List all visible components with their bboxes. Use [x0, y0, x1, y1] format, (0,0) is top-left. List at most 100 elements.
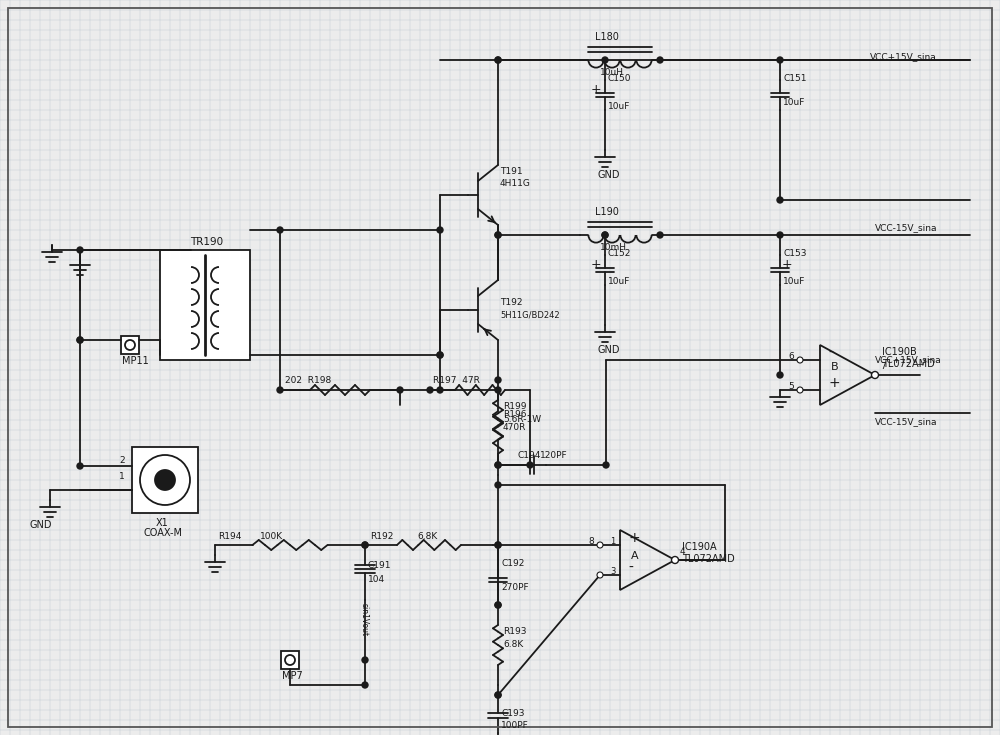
Circle shape [797, 357, 803, 363]
Text: TR190: TR190 [190, 237, 223, 247]
Text: 120PF: 120PF [540, 451, 568, 460]
Text: 100K: 100K [260, 532, 283, 541]
Circle shape [77, 337, 83, 343]
Text: X1: X1 [156, 518, 169, 528]
Circle shape [495, 232, 501, 238]
Circle shape [777, 372, 783, 378]
Text: T191: T191 [500, 167, 523, 176]
Circle shape [603, 462, 609, 468]
Text: 470R: 470R [503, 423, 526, 432]
Text: T192: T192 [500, 298, 522, 307]
Circle shape [277, 227, 283, 233]
Text: +: + [828, 376, 840, 390]
Circle shape [427, 387, 433, 393]
Circle shape [495, 387, 501, 393]
Circle shape [495, 57, 501, 63]
Circle shape [77, 337, 83, 343]
Circle shape [657, 57, 663, 63]
Circle shape [602, 232, 608, 238]
Circle shape [495, 602, 501, 608]
Text: IC190B: IC190B [882, 347, 917, 357]
Text: 6.8K: 6.8K [417, 532, 437, 541]
Text: -: - [628, 561, 633, 575]
Text: 5.6R-1W: 5.6R-1W [503, 415, 541, 424]
Circle shape [437, 352, 443, 358]
Text: 10uF: 10uF [608, 102, 630, 111]
Text: R196: R196 [503, 410, 526, 419]
Circle shape [362, 682, 368, 688]
Circle shape [155, 470, 175, 490]
Text: A: A [631, 551, 639, 561]
Text: IC190A: IC190A [682, 542, 717, 552]
Text: 10uF: 10uF [783, 98, 805, 107]
Text: 202  R198: 202 R198 [285, 376, 331, 385]
Text: TL072AMD: TL072AMD [882, 359, 935, 369]
Text: 10uF: 10uF [783, 277, 805, 286]
Text: R199: R199 [503, 402, 526, 411]
Circle shape [495, 542, 501, 548]
Circle shape [872, 371, 879, 379]
Circle shape [140, 455, 190, 505]
Text: GND: GND [597, 170, 620, 180]
Text: 6.8K: 6.8K [503, 640, 523, 649]
Text: +: + [591, 82, 602, 96]
Circle shape [437, 227, 443, 233]
Text: C194: C194 [518, 451, 541, 460]
Text: 104: 104 [368, 575, 385, 584]
Circle shape [527, 462, 533, 468]
Text: +: + [782, 257, 793, 270]
Bar [121, 336, 139, 354]
Text: C192: C192 [501, 559, 524, 568]
Circle shape [672, 556, 678, 564]
Text: 10mH: 10mH [600, 243, 627, 252]
Circle shape [777, 197, 783, 203]
Circle shape [77, 247, 83, 253]
Text: 5: 5 [788, 381, 794, 390]
Circle shape [495, 542, 501, 548]
Circle shape [285, 655, 295, 665]
Text: 2: 2 [119, 456, 125, 465]
Circle shape [495, 462, 501, 468]
Text: 270PF: 270PF [501, 583, 529, 592]
Circle shape [495, 602, 501, 608]
Circle shape [277, 387, 283, 393]
Text: sin1Vout: sin1Vout [360, 603, 369, 636]
Circle shape [597, 572, 603, 578]
Text: VCC-15V_sina: VCC-15V_sina [875, 223, 938, 232]
Text: 10uH: 10uH [600, 68, 624, 77]
Circle shape [602, 57, 608, 63]
Circle shape [437, 352, 443, 358]
Bar [281, 651, 299, 669]
Text: C153: C153 [783, 249, 806, 258]
Circle shape [362, 657, 368, 663]
Text: VCC+15V_sina: VCC+15V_sina [870, 52, 937, 61]
Text: C191: C191 [368, 561, 392, 570]
Text: -: - [828, 346, 833, 360]
Circle shape [362, 542, 368, 548]
Text: 10uF: 10uF [608, 277, 630, 286]
Circle shape [657, 232, 663, 238]
Text: 100PF: 100PF [501, 721, 529, 730]
Circle shape [77, 463, 83, 469]
Text: R192: R192 [370, 532, 393, 541]
Text: C150: C150 [608, 74, 632, 83]
Bar [132, 447, 198, 513]
Text: MP11: MP11 [122, 356, 149, 366]
Circle shape [777, 232, 783, 238]
Circle shape [495, 692, 501, 698]
Circle shape [397, 387, 403, 393]
Text: R193: R193 [503, 627, 526, 636]
Circle shape [797, 387, 803, 393]
Circle shape [495, 692, 501, 698]
Circle shape [437, 387, 443, 393]
Text: +: + [591, 257, 602, 270]
Text: MP7: MP7 [282, 671, 303, 681]
Circle shape [777, 57, 783, 63]
Circle shape [495, 482, 501, 488]
Text: 1: 1 [610, 537, 615, 545]
Text: 3: 3 [610, 567, 615, 576]
Text: VCC+15V_sina: VCC+15V_sina [875, 355, 942, 364]
Text: +: + [628, 531, 640, 545]
Text: B: B [831, 362, 839, 372]
Circle shape [597, 542, 603, 548]
